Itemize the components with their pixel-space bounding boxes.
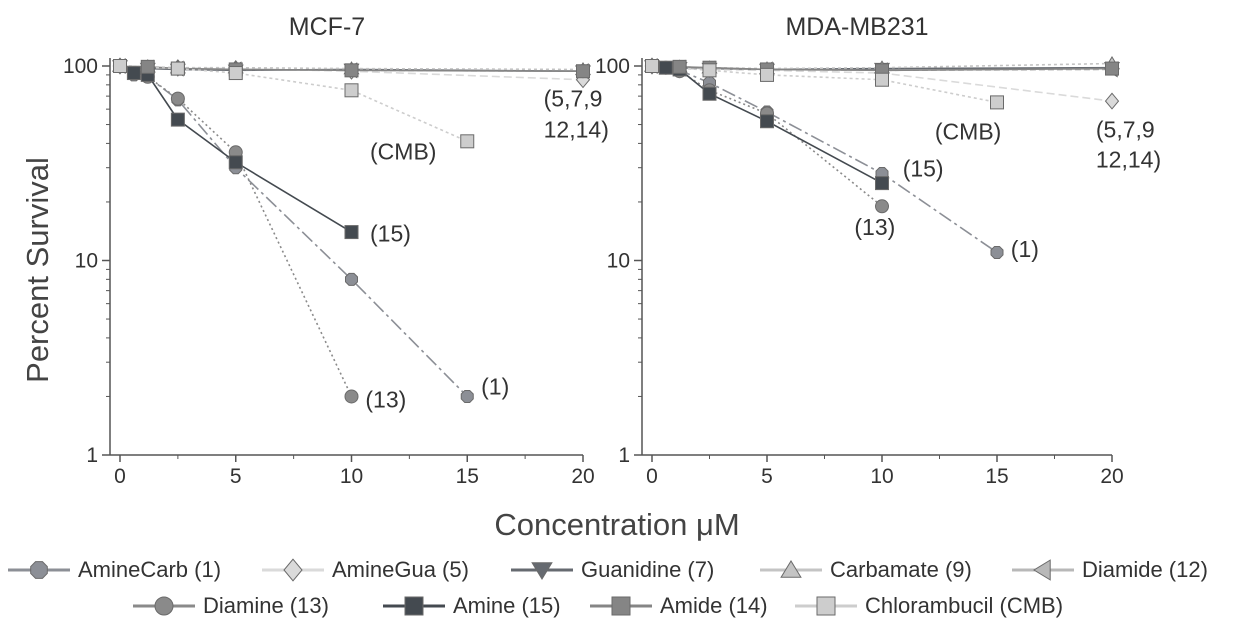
x-tick-label: 0	[114, 465, 126, 488]
legend: AmineCarb (1) AmineGua (5) Guanidine (7) Ca…	[8, 557, 1208, 618]
data-point-chlorambucil	[344, 83, 359, 98]
annotation: (15)	[903, 156, 944, 182]
y-tick-label: 10	[75, 250, 98, 273]
data-point-amine	[126, 66, 141, 81]
series-line-aminegua	[651, 65, 1113, 102]
data-point-chlorambucil	[228, 66, 243, 81]
data-point-amide	[576, 64, 590, 79]
data-point-aminecarb	[990, 245, 1004, 259]
series-line-chlorambucil	[119, 65, 468, 143]
y-axis-title: Percent Survival	[20, 157, 55, 383]
data-point-amide	[672, 59, 687, 74]
x-tick-label: 15	[456, 465, 479, 488]
legend-label: Amide (14)	[660, 593, 768, 618]
data-point-aminecarb	[344, 272, 359, 286]
data-point-amine	[875, 176, 889, 191]
data-point-chlorambucil	[760, 67, 774, 82]
data-point-amide	[1105, 61, 1119, 76]
legend-item-amine: Amine (15)	[383, 593, 561, 618]
annotation: (13)	[365, 387, 406, 413]
x-tick-label: 15	[985, 465, 1008, 488]
data-point-chlorambucil	[113, 59, 127, 73]
data-point-chlorambucil	[460, 134, 475, 149]
data-point-amine	[760, 114, 774, 129]
data-point-chlorambucil	[702, 63, 717, 78]
legend-label: Carbamate (9)	[830, 557, 972, 582]
legend-item-guanidine: Guanidine (7)	[511, 557, 714, 582]
legend-marker	[816, 596, 836, 616]
legend-label: Diamine (13)	[203, 593, 329, 618]
x-tick-label: 20	[571, 465, 594, 488]
legend-label: AmineGua (5)	[332, 557, 469, 582]
data-point-amine	[228, 155, 243, 170]
legend-marker	[780, 560, 802, 578]
x-tick-label: 5	[230, 465, 242, 488]
legend-label: Diamide (12)	[1082, 557, 1208, 582]
annotation: (5,7,9	[1096, 116, 1155, 142]
data-point-amide	[344, 63, 359, 78]
panel-title: MCF-7	[289, 13, 365, 41]
panel-mda-mb231: MDA-MB231 0 5 10 15 20 1 10 100 (CMB) (5,7,9 12,14…	[595, 13, 1161, 488]
legend-marker	[404, 596, 424, 616]
legend-label: Chlorambucil (CMB)	[865, 593, 1063, 618]
legend-marker	[154, 596, 174, 616]
legend-item-aminegua: AmineGua (5)	[262, 557, 469, 582]
y-tick-label: 100	[595, 55, 630, 78]
series-line-carbamate	[119, 65, 584, 71]
annotation: (5,7,9	[544, 85, 603, 111]
legend-label: Guanidine (7)	[581, 557, 714, 582]
panel-title: MDA-MB231	[785, 13, 928, 41]
data-point-diamine	[170, 91, 185, 106]
legend-marker	[1033, 559, 1051, 581]
legend-item-diamide: Diamide (12)	[1012, 557, 1208, 582]
data-point-chlorambucil	[875, 72, 889, 87]
y-tick-label: 100	[63, 55, 98, 78]
data-point-amine	[702, 86, 717, 101]
legend-item-amide: Amide (14)	[590, 593, 768, 618]
data-point-amine	[344, 225, 359, 240]
annotation: 12,14)	[1096, 147, 1161, 173]
data-point-aminegua	[1104, 92, 1120, 110]
legend-item-aminecarb: AmineCarb (1)	[8, 557, 221, 582]
data-point-diamine	[344, 389, 359, 404]
annotation: (1)	[481, 373, 509, 399]
legend-item-chlorambucil: Chlorambucil (CMB)	[795, 593, 1063, 618]
x-tick-label: 20	[1100, 465, 1123, 488]
y-tick-label: 10	[607, 250, 630, 273]
y-tick-label: 1	[86, 444, 98, 467]
annotation: (15)	[370, 221, 411, 247]
series-line-diamine	[651, 65, 883, 207]
data-point-chlorambucil	[990, 95, 1004, 110]
data-point-diamine	[875, 199, 889, 214]
annotation: (1)	[1011, 236, 1039, 262]
legend-marker	[30, 561, 48, 579]
panel-mcf7: MCF-7 0 5 10 15 20 1 10 100 (5,7,9 12,14) (CMB) (15…	[63, 13, 609, 488]
data-point-chlorambucil	[645, 59, 659, 73]
annotation: 12,14)	[544, 116, 609, 142]
data-point-amide	[140, 59, 155, 74]
legend-marker	[531, 562, 553, 580]
legend-item-diamine: Diamine (13)	[133, 593, 329, 618]
annotation: (13)	[854, 214, 895, 240]
data-point-amine	[658, 60, 673, 75]
legend-label: Amine (15)	[453, 593, 561, 618]
x-axis-title: Concentration μM	[494, 507, 739, 542]
x-tick-label: 5	[761, 465, 773, 488]
y-tick-label: 1	[618, 444, 630, 467]
annotation: (CMB)	[935, 118, 1001, 144]
x-tick-label: 10	[870, 465, 893, 488]
series-line-diamine	[119, 65, 353, 397]
legend-item-carbamate: Carbamate (9)	[760, 557, 972, 582]
x-tick-label: 10	[340, 465, 363, 488]
legend-label: AmineCarb (1)	[78, 557, 221, 582]
data-point-chlorambucil	[170, 61, 185, 76]
data-point-aminecarb	[460, 389, 474, 403]
legend-marker	[283, 558, 303, 582]
legend-marker	[611, 596, 631, 616]
data-point-amine	[170, 112, 185, 127]
annotation: (CMB)	[370, 139, 436, 165]
x-tick-label: 0	[646, 465, 658, 488]
